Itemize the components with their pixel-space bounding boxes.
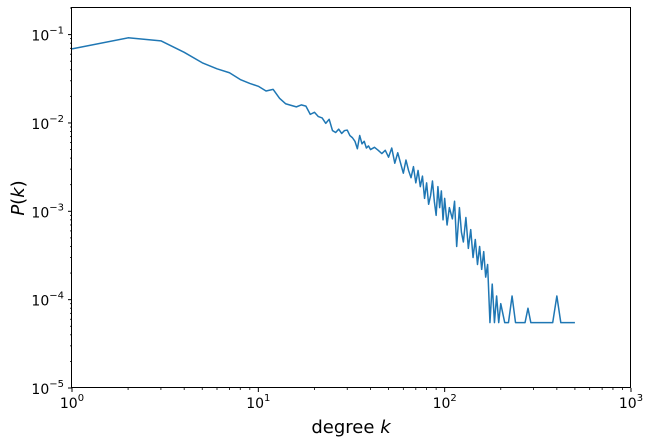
y-axis-label: P(k) [8,180,29,215]
x-tick-label: 100 [60,393,84,412]
y-tick-label: 10−3 [31,202,64,221]
x-tick-label: 101 [246,393,270,412]
plot-area: 100 101 102 103 10−5 10−4 10−3 10−2 10−1 [31,7,643,412]
series-line-pk [71,37,575,324]
x-tick-label: 102 [433,393,457,412]
x-axis-label: degree k [311,417,392,438]
y-tick-label: 10−1 [31,26,64,45]
y-tick-label: 10−4 [31,291,64,310]
y-tick-label: 10−2 [31,114,64,133]
y-axis-ticks: 10−5 10−4 10−3 10−2 10−1 [31,7,72,398]
y-tick-label: 10−5 [31,379,64,398]
axes-frame [71,7,631,388]
x-tick-label: 103 [619,393,643,412]
x-axis-ticks: 100 101 102 103 [60,388,643,412]
